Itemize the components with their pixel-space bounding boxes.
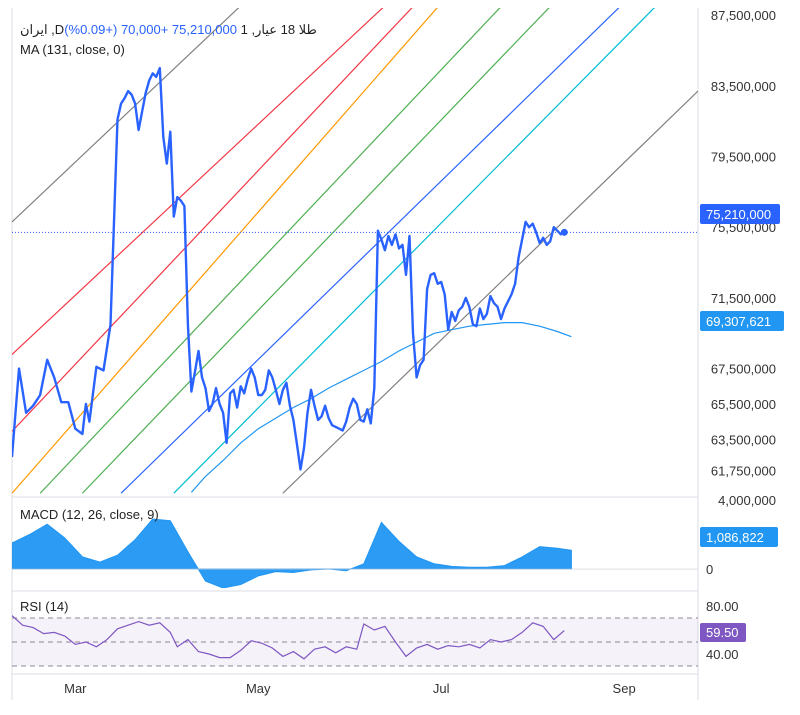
rsi-tag: 59.50 xyxy=(700,623,746,642)
macd-panel xyxy=(12,518,698,588)
price-axis[interactable]: 87,500,00083,500,00079,500,00075,500,000… xyxy=(711,8,776,478)
price-tick-label: 79,500,000 xyxy=(711,149,776,164)
last-price-dot xyxy=(560,228,568,236)
price-line xyxy=(12,66,565,471)
pitchfork-line-lower-gray xyxy=(282,90,698,494)
time-tick-label: May xyxy=(246,681,271,696)
price-tag: 75,210,000 xyxy=(700,204,780,224)
pitchfork-line-green-2 xyxy=(81,8,550,494)
ma-legend: MA (131, close, 0) xyxy=(20,42,125,57)
price-panel xyxy=(12,66,698,493)
rsi-legend: RSI (14) xyxy=(20,599,69,614)
macd-histogram-area xyxy=(12,518,572,588)
rsi-tick-label: 40.00 xyxy=(706,647,739,662)
price-tick-label: 83,500,000 xyxy=(711,79,776,94)
rsi-axis[interactable]: 80.00 40.00 xyxy=(706,599,739,662)
pitchfork-lines xyxy=(12,8,698,494)
macd-legend: MACD (12, 26, close, 9) xyxy=(20,507,159,522)
price-tick-label: 61,750,000 xyxy=(711,463,776,478)
rsi-panel xyxy=(12,615,698,667)
price-tick-label: 65,500,000 xyxy=(711,397,776,412)
rsi-tag-text: 59.50 xyxy=(706,625,739,640)
ma-tag: 69,307,621 xyxy=(700,311,784,331)
time-axis[interactable]: Mar May Jul Sep xyxy=(64,681,636,696)
pitchfork-line-blue xyxy=(120,8,620,494)
price-tick-label: 63,500,000 xyxy=(711,432,776,447)
macd-tick-label: 0 xyxy=(706,562,713,577)
time-tick-label: Jul xyxy=(433,681,450,696)
macd-tag-text: 1,086,822 xyxy=(706,530,764,545)
rsi-tick-label: 80.00 xyxy=(706,599,739,614)
price-tick-label: 71,500,000 xyxy=(711,291,776,306)
pitchfork-line-upper-gray xyxy=(12,8,240,223)
price-tick-label: 87,500,000 xyxy=(711,8,776,23)
macd-axis[interactable]: 4,000,000 0 xyxy=(706,493,776,577)
ma-line xyxy=(190,322,572,493)
chart-legend-title: ایران ,Dطلا 18 عیار, 1 75,210,000 +70,00… xyxy=(20,22,317,38)
time-tick-label: Mar xyxy=(64,681,87,696)
pitchfork-line-red-1 xyxy=(12,8,384,355)
price-tick-label: 67,500,000 xyxy=(711,362,776,377)
pitchfork-line-cyan xyxy=(173,8,655,494)
last-price: 75,210,000 xyxy=(171,22,237,37)
ma-tag-text: 69,307,621 xyxy=(706,314,771,329)
price-change: +70,000 (+0.09%) xyxy=(64,22,169,37)
macd-tick-label: 4,000,000 xyxy=(718,493,776,508)
pitchfork-line-green-1 xyxy=(39,8,501,494)
pitchfork-line-red-2 xyxy=(12,8,413,432)
symbol-title: ایران ,Dطلا 18 عیار, 1 xyxy=(20,22,317,37)
macd-tag: 1,086,822 xyxy=(700,527,778,547)
price-tag-text: 75,210,000 xyxy=(706,207,771,222)
rsi-line xyxy=(12,615,565,660)
chart-frame xyxy=(11,8,699,700)
time-tick-label: Sep xyxy=(613,681,636,696)
